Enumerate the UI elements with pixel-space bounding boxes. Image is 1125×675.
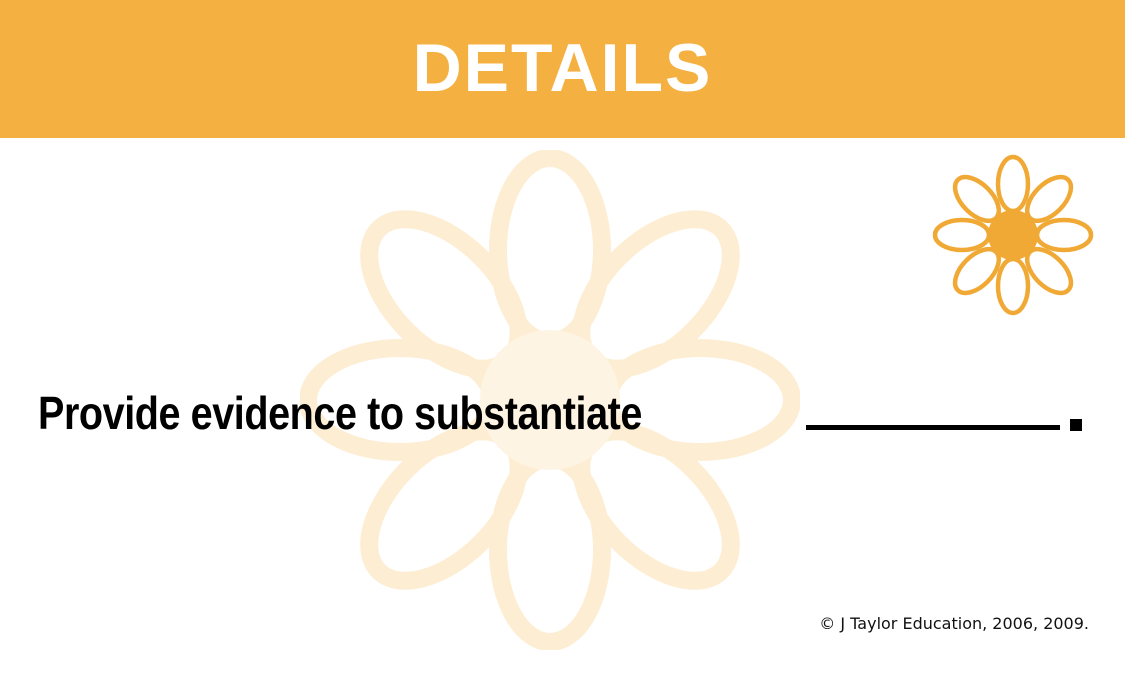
- copyright-notice: © J Taylor Education, 2006, 2009.: [819, 614, 1089, 633]
- prompt-text: Provide evidence to substantiate: [38, 387, 643, 439]
- prompt-line: Provide evidence to substantiate: [38, 378, 1098, 448]
- end-period: [1070, 419, 1082, 431]
- page-title: DETAILS: [412, 30, 713, 106]
- daisy-icon: [932, 154, 1094, 316]
- header-band: DETAILS: [0, 0, 1125, 138]
- fill-in-blank-line: [806, 425, 1060, 430]
- watermark-daisy-icon: [300, 150, 800, 650]
